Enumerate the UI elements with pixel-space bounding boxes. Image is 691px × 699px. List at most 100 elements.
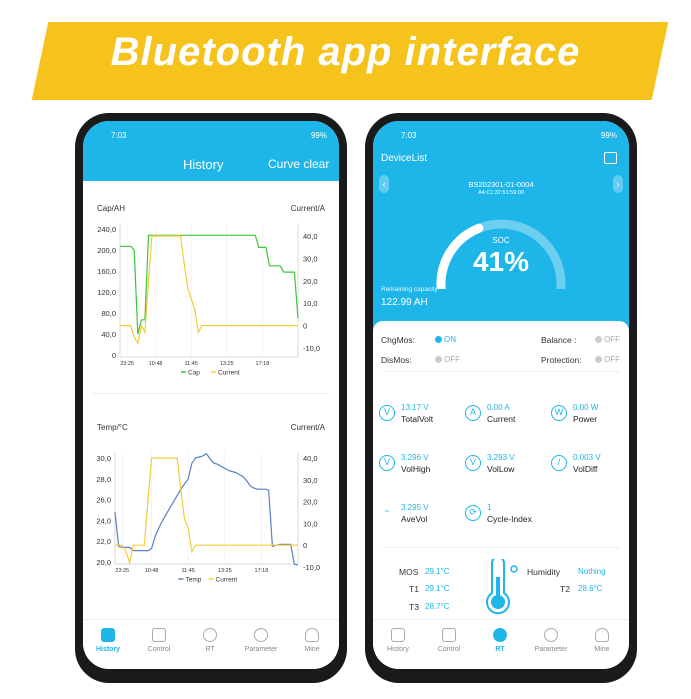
y-tick-left: 80,0 [101,309,116,318]
thermometer-icon [486,559,518,615]
soc-gauge-fill [436,223,484,289]
protection-label: Protection: [541,355,582,365]
y-tick-left: 26,0 [96,496,111,505]
tab-control[interactable]: Control [134,628,184,653]
battery-level: 99% [600,131,617,140]
tab-parameter[interactable]: Parameter [526,628,576,653]
tab-history[interactable]: History [83,628,133,653]
user-icon [305,628,319,642]
tab-control[interactable]: Control [424,628,474,653]
y-tick-left: 0 [112,351,116,360]
y-tick-right: 30,0 [303,476,318,485]
soc-label: SOC [492,236,510,245]
remaining-value: 122.99 AH [381,297,428,308]
tab-rt[interactable]: RT [475,628,525,653]
history-icon [101,628,115,642]
metric-cycle-index: ⟳ 1 Cycle-Index [465,503,545,533]
status-time: 7:03 [111,131,127,140]
t1-label: T1 [409,584,419,594]
device-name: BS202301-01-0004 [468,180,534,189]
user-icon [595,628,609,642]
dismos-toggle[interactable]: OFF [435,355,460,364]
page-title: History [183,157,224,172]
x-tick: 10:48 [149,361,163,367]
metric-totalvolt: V 13.17 V TotalVolt [379,403,459,433]
cycle-icon: ⟳ [465,505,481,521]
t1-temp: 29.1°C [425,584,450,593]
volt-high-icon: V [379,455,395,471]
y-tick-right: 0 [303,322,307,331]
prev-device-button[interactable]: ‹ [379,175,389,193]
x-tick: 10:48 [145,568,159,574]
chart2-left-label: Temp/°C [97,423,128,432]
y-tick-right: 40,0 [303,232,318,241]
rt-header: 7:03 99% DeviceList ‹ › BS202301-01-0004 … [373,121,629,331]
chart2-right-label: Current/A [290,423,325,432]
y-tick-right: -10,0 [303,563,320,572]
history-screen: 7:03 99% History Curve clear Cap/AH Curre… [83,121,339,669]
ampere-icon: A [465,405,481,421]
chart1-right-label: Current/A [290,204,325,213]
control-icon [152,628,166,642]
y-tick-right: 10,0 [303,519,318,528]
remaining-label: Remaining capacity [381,286,438,293]
series-line-temp [114,453,299,566]
y-tick-left: 30,0 [96,454,111,463]
status-time: 7:03 [401,131,417,140]
tab-mine[interactable]: Mine [577,628,627,653]
x-tick: 13:25 [220,361,234,367]
chart-temp-current: 20,0 22,0 24,0 26,0 28,0 30,0 -10,0 0 10,0 20,0 30… [96,452,320,584]
y-tick-left: 160,0 [97,267,116,276]
soc-value: 41% [472,246,530,277]
device-list-link[interactable]: DeviceList [381,153,428,164]
watt-icon: W [551,405,567,421]
wave-icon: ~ [384,506,390,516]
history-icon [391,628,405,642]
device-mac: A4:C1:37:51:59:00 [478,190,524,196]
next-device-button[interactable]: › [613,175,623,193]
t2-temp: 28.6°C [578,584,603,593]
y-tick-right: 20,0 [303,277,318,286]
divider [93,393,329,394]
humidity-value: Nothing [578,567,606,576]
balance-toggle[interactable]: OFF [595,335,620,344]
y-tick-left: 120,0 [97,288,116,297]
tab-bar: History Control RT Parameter Mine [373,619,629,669]
x-tick: 17:18 [255,568,269,574]
chgmos-toggle[interactable]: ON [435,335,456,344]
volt-low-icon: V [465,455,481,471]
metric-current: A 0.00 A Current [465,403,545,433]
soc-gauge [436,219,566,289]
t3-label: T3 [409,602,419,612]
series-line-cap [120,234,299,335]
x-tick: 23:25 [120,361,134,367]
control-icon [442,628,456,642]
series-line-current [120,235,298,346]
y-tick-left: 20,0 [96,558,111,567]
dismos-label: DisMos: [381,355,412,365]
y-tick-right: -10,0 [303,344,320,353]
x-tick: 11:45 [185,361,198,367]
tab-history[interactable]: History [373,628,423,653]
metric-vollow: V 3.293 V VolLow [465,453,545,483]
chgmos-label: ChgMos: [381,335,416,345]
protection-toggle[interactable]: OFF [595,355,620,364]
y-tick-right: 10,0 [303,299,318,308]
t3-temp: 28.7°C [425,602,450,611]
curve-clear-button[interactable]: Curve clear [268,157,330,171]
hexagon-icon [254,628,268,642]
legend-label: Temp [186,577,202,584]
tab-mine[interactable]: Mine [287,628,337,653]
y-tick-left: 40,0 [101,330,116,339]
tab-rt[interactable]: RT [185,628,235,653]
tab-parameter[interactable]: Parameter [236,628,286,653]
x-tick: 17:18 [256,361,270,367]
y-tick-left: 24,0 [96,516,111,525]
divider [383,547,619,548]
scan-icon[interactable] [604,152,617,164]
mos-label: MOS [399,567,419,577]
divider [383,371,619,372]
metric-power: W 0.00 W Power [551,403,629,433]
y-tick-right: 20,0 [303,498,318,507]
series-line-current [115,457,298,565]
